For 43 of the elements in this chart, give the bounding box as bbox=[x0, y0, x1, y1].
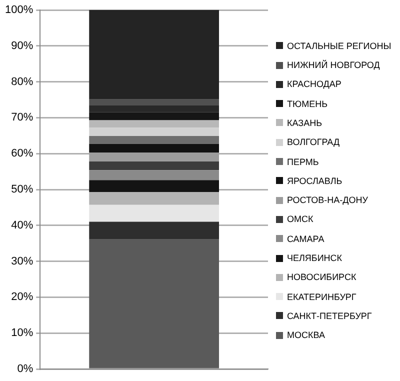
y-tick-label: 60% bbox=[11, 148, 34, 160]
legend-label: САМАРА bbox=[286, 232, 326, 246]
y-tick-label: 40% bbox=[11, 219, 34, 232]
legend-label: ЯРОСЛАВЛЬ bbox=[286, 174, 344, 188]
y-tick-label: 50% bbox=[11, 184, 34, 196]
y-tick-label: 10% bbox=[11, 327, 34, 340]
legend-label: ВОЛГОГРАД bbox=[286, 136, 341, 150]
bar bbox=[89, 10, 220, 100]
legend-label: ОСТАЛЬНЫЕ РЕГИОНЫ bbox=[286, 40, 392, 53]
bar bbox=[89, 128, 220, 136]
bar bbox=[89, 112, 220, 120]
y-tick-label: 80% bbox=[11, 76, 34, 88]
bar bbox=[89, 136, 220, 144]
y-tick-label: 30% bbox=[11, 255, 34, 268]
bar bbox=[89, 120, 220, 128]
legend-label: ТЮМЕНЬ bbox=[286, 98, 328, 111]
legend-label: МОСКВА bbox=[286, 329, 326, 342]
y-tick-label: 90% bbox=[11, 40, 34, 52]
bar bbox=[89, 162, 220, 170]
legend-label: НОВОСИБИРСК bbox=[286, 271, 358, 284]
legend-label: КРАСНОДАР bbox=[286, 78, 342, 92]
legend-label: КАЗАНЬ bbox=[286, 116, 323, 130]
legend-label: НИЖНИЙ НОВГОРОД bbox=[286, 58, 381, 72]
legend-label: ПЕРМЬ bbox=[286, 156, 320, 169]
legend-label: ОМСК bbox=[286, 213, 314, 226]
bar bbox=[89, 204, 220, 222]
legend-label: ЧЕЛЯБИНСК bbox=[286, 252, 344, 266]
bar bbox=[89, 192, 220, 205]
bar bbox=[89, 144, 220, 153]
bar bbox=[89, 170, 220, 180]
bar bbox=[89, 152, 220, 162]
bar bbox=[89, 99, 220, 106]
legend-label: САНКТ-ПЕТЕРБУРГ bbox=[286, 310, 373, 323]
legend-label: ЕКАТЕРИНБУРГ bbox=[286, 290, 358, 304]
y-tick-label: 20% bbox=[11, 291, 34, 304]
bar bbox=[89, 239, 220, 368]
bar bbox=[89, 222, 220, 240]
y-tick-label: 100% bbox=[4, 4, 34, 16]
bar bbox=[89, 105, 220, 112]
legend-label: РОСТОВ-НА-ДОНУ bbox=[286, 194, 369, 208]
bar bbox=[89, 180, 220, 192]
y-tick-label: 70% bbox=[11, 112, 34, 124]
y-tick-label: 0% bbox=[17, 363, 34, 376]
